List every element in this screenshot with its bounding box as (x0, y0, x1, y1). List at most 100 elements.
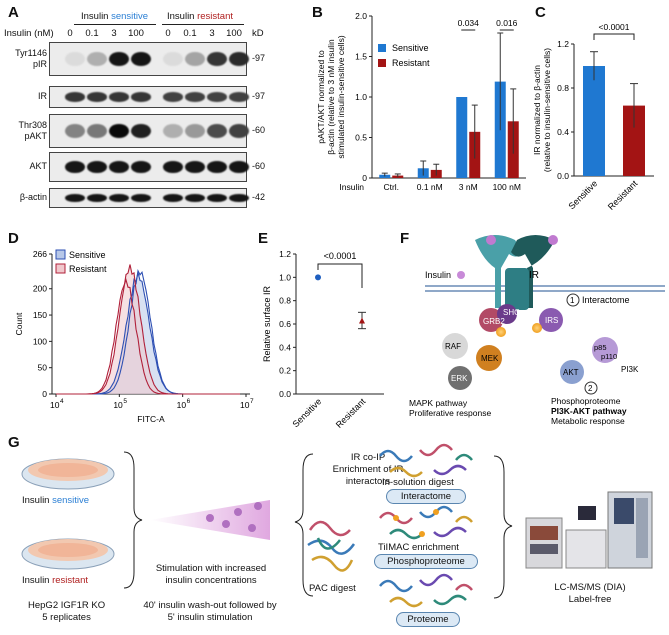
e-y-tick-label: 0.6 (279, 319, 291, 329)
d-legend-swatch (55, 263, 66, 274)
tiimac-label: TiIMAC enrichment (378, 542, 459, 553)
panel-label-g: G (8, 434, 20, 451)
blot-band (109, 92, 129, 102)
c-y-tick-label: 0.4 (557, 127, 569, 137)
pi3k-protein-icon (592, 337, 618, 363)
b-x-tick-label: 100 nM (493, 182, 521, 192)
insulin-resistant-dish-label: Insulin resistant (22, 575, 88, 586)
panel-b-chart: 0 0.5 1.0 1.5 2.0 pAKT/AKT normalized to β-act… (316, 11, 526, 192)
lane-concentration: 0.1 (183, 28, 197, 39)
b-y-axis-label: pAKT/AKT normalized to (316, 50, 326, 144)
d-y-axis-label: Count (14, 312, 24, 335)
b-y-axis-label: stimulated insulin-sensitive cells) (336, 35, 346, 158)
c-x-tick-label: Resistant (606, 178, 640, 212)
blot-band (207, 51, 227, 67)
c-significance-label: <0.0001 (599, 22, 630, 32)
lane-concentration: 0.1 (85, 28, 99, 39)
d-x-tick-exp: 4 (60, 398, 64, 405)
erk-label: ERK (451, 374, 468, 383)
number-1: 1 (570, 296, 575, 305)
insulin-prefix-1: Insulin (22, 495, 53, 506)
d-histogram-line (56, 277, 240, 395)
p110-label: p110 (601, 352, 617, 361)
proliferative-response-label: Proliferative response (409, 408, 491, 418)
erk-protein-icon (448, 366, 472, 390)
insulin-label-2: Insulin (167, 11, 195, 22)
kd-marker: -60 (252, 125, 266, 135)
c-y-axis-label: (relative to insulin-sensitive cells) (542, 48, 552, 172)
e-y-tick-label: 0.0 (279, 389, 291, 399)
blot-band (87, 160, 107, 174)
dish-resistant-icon (21, 538, 115, 570)
ir-label: IR (529, 270, 539, 281)
pi3k-label: PI3K (621, 365, 639, 374)
interactome-pill: Interactome (386, 489, 466, 504)
c-y-tick-label: 0.8 (557, 83, 569, 93)
pac-digest-label: PAC digest (309, 583, 356, 594)
blot-strip (49, 42, 249, 76)
mapk-pathway-label: MAPK pathway (409, 398, 468, 408)
blot-band (229, 160, 249, 174)
d-x-tick-exp: 6 (187, 398, 191, 405)
phospho-site-icon (532, 323, 542, 333)
b-legend-label: Sensitive (392, 43, 429, 53)
blot-band (229, 51, 249, 67)
blot-band (163, 123, 183, 139)
blot-strip (49, 188, 249, 208)
d-y-tick-label: 100 (33, 336, 47, 346)
akt-protein-icon (560, 360, 584, 384)
raf-protein-icon (442, 333, 468, 359)
blot-band (207, 193, 227, 203)
blot-band (109, 123, 129, 139)
hepg2-label: HepG2 IGF1R KO 5 replicates (28, 600, 106, 623)
b-category-prefix: Insulin (339, 182, 364, 192)
d-legend-swatch (55, 249, 66, 260)
blot-band (65, 92, 85, 102)
blot-band (87, 123, 107, 139)
d-x-tick-exp: 5 (123, 398, 127, 405)
blot-band (65, 160, 85, 174)
panel-label-f: F (400, 230, 410, 247)
dish-sensitive-icon (21, 458, 115, 490)
insulin-legend-label: Insulin (425, 270, 451, 280)
lane-concentration: 0 (165, 28, 171, 39)
grb2-label: GRB2 (483, 317, 505, 326)
b-y-axis-label: β-actin (relative to 3 nM insulin (326, 39, 336, 155)
blot-band (163, 92, 183, 102)
blot-band (207, 123, 227, 139)
lane-concentration: 100 (128, 28, 144, 39)
blot-band (131, 123, 151, 139)
b-significance-label: 0.016 (496, 18, 518, 28)
coip-label: IR co-IP Enrichment of IR interactors (332, 452, 404, 487)
blot-strip (49, 114, 249, 148)
blot-band (87, 193, 107, 203)
d-histogram-fill (56, 272, 240, 394)
b-y-tick-label: 1.0 (355, 92, 367, 102)
panel-label-a: A (8, 4, 19, 21)
d-y-tick-label: 0 (42, 389, 47, 399)
blot-row-label: β-actin (19, 192, 47, 202)
kd-marker: -42 (252, 192, 266, 202)
p85-label: p85 (594, 343, 607, 352)
pi3k-pathway-label: PI3K-AKT pathway (551, 406, 627, 416)
phosphoproteome-pill: Phosphoproteome (374, 554, 478, 569)
stimulation-graphic (123, 451, 270, 589)
e-y-axis-label: Relative surface IR (262, 285, 272, 362)
peptides-interactome-icon (379, 443, 473, 478)
b-legend-label: Resistant (392, 58, 430, 68)
c-bar (583, 66, 605, 176)
d-legend-label: Sensitive (69, 250, 106, 260)
blot-band (207, 160, 227, 174)
insulin-sensitive-dish-label: Insulin sensitive (22, 495, 89, 506)
peptides-proteome-icon (379, 573, 473, 608)
right-bracket (493, 455, 513, 599)
left-bracket (123, 451, 143, 589)
d-x-axis-label: FITC-A (137, 414, 165, 424)
d-y-tick-label: 50 (38, 363, 48, 373)
sensitive-label: sensitive (111, 11, 149, 22)
d-x-tick-label: 10 (240, 400, 250, 410)
blot-band (65, 193, 85, 203)
blot-band (131, 92, 151, 102)
blot-band (185, 92, 205, 102)
